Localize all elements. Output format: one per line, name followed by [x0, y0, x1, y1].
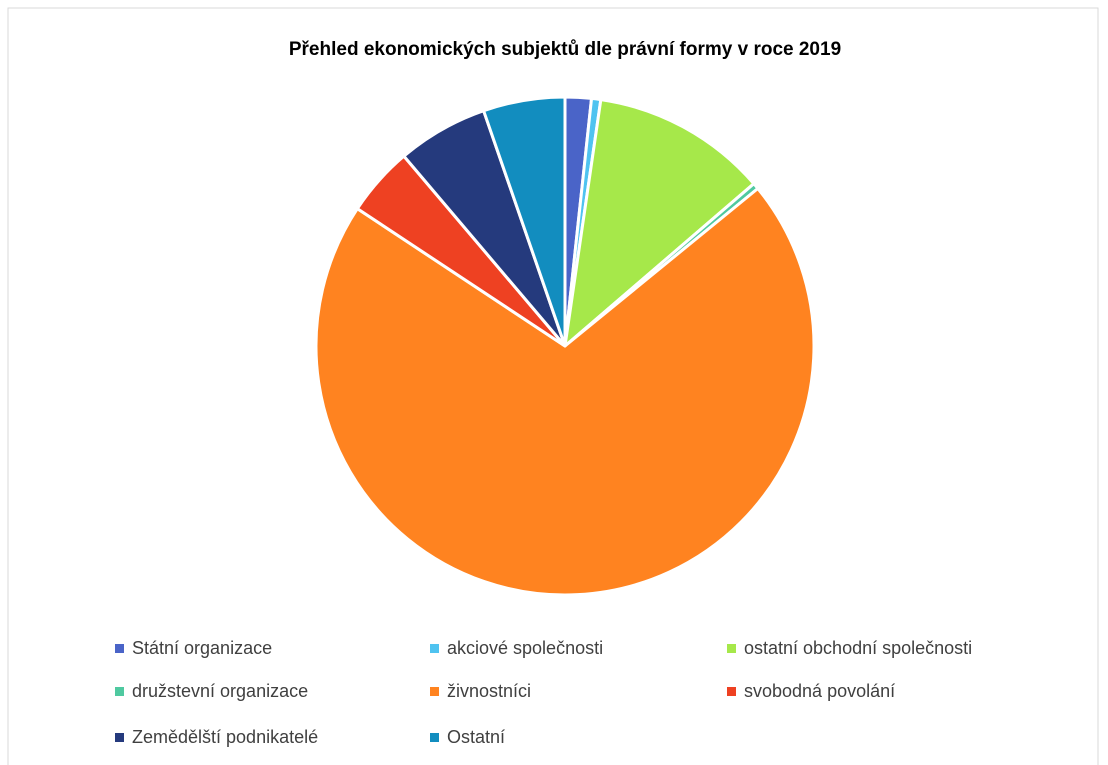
legend-label: živnostníci — [447, 681, 531, 701]
legend-swatch — [115, 644, 124, 653]
legend-swatch — [115, 733, 124, 742]
legend-label: Státní organizace — [132, 638, 272, 658]
legend-swatch — [115, 687, 124, 696]
legend-label: Zemědělští podnikatelé — [132, 727, 318, 747]
legend-label: družstevní organizace — [132, 681, 308, 701]
pie-slice — [563, 98, 756, 348]
legend-label: ostatní obchodní společnosti — [744, 638, 972, 658]
legend-swatch — [430, 687, 439, 696]
pie-slice — [482, 95, 567, 348]
legend-label: Ostatní — [447, 727, 505, 747]
chart-title: Přehled ekonomických subjektů dle právní… — [289, 39, 841, 60]
legend-swatch — [727, 687, 736, 696]
legend-swatch — [430, 644, 439, 653]
legend-label: akciové společnosti — [447, 638, 603, 658]
legend-swatch — [430, 733, 439, 742]
legend-label: svobodná povolání — [744, 681, 895, 701]
legend-swatch — [727, 644, 736, 653]
pie-slice — [314, 186, 816, 597]
